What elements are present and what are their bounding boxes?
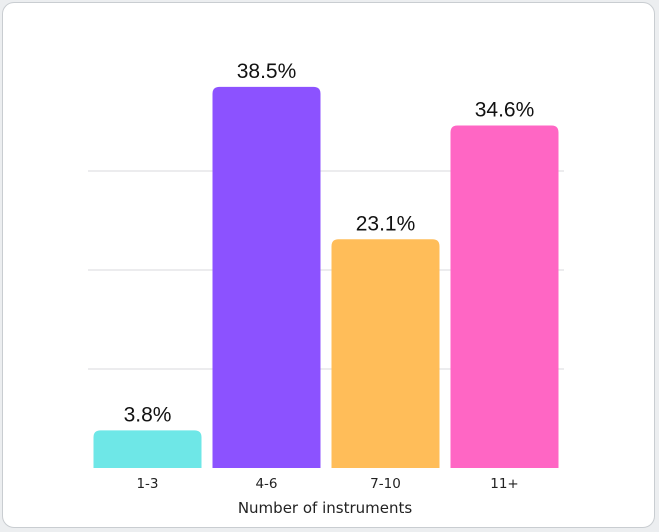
x-tick-label: 1-3: [136, 476, 158, 492]
value-label: 3.8%: [124, 403, 172, 426]
x-tick-label: 7-10: [370, 476, 401, 492]
bars: [93, 86, 559, 469]
x-axis-title: Number of instruments: [238, 499, 413, 517]
x-tick-label: 11+: [490, 476, 519, 492]
x-tick-labels: 1-3 4-6 7-10 11+: [136, 476, 518, 492]
bar-11+: [450, 125, 559, 469]
value-label: 23.1%: [356, 212, 416, 235]
value-label: 34.6%: [475, 98, 535, 121]
value-labels: 3.8% 38.5% 23.1% 34.6%: [124, 60, 535, 427]
value-label: 38.5%: [237, 60, 297, 83]
bar-7-10: [331, 239, 440, 468]
x-tick-label: 4-6: [255, 476, 277, 492]
bar-1-3: [93, 430, 202, 468]
bar-4-6: [212, 86, 321, 468]
